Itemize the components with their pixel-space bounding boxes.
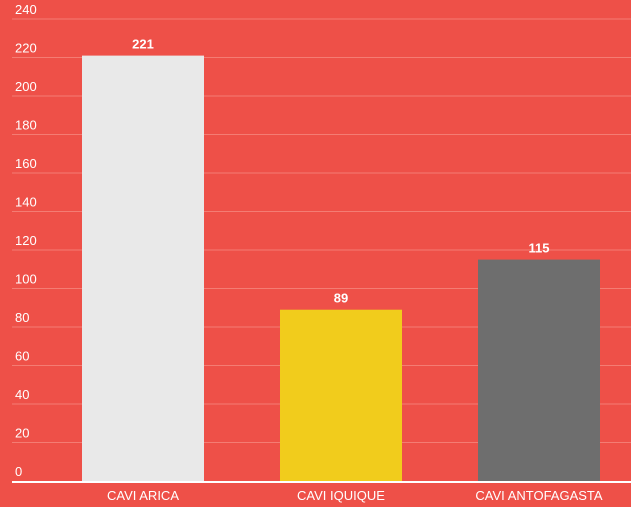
y-tick-label: 20 <box>15 426 29 441</box>
y-tick-label: 220 <box>15 41 37 56</box>
data-label: 115 <box>529 241 550 256</box>
y-tick-label: 160 <box>15 156 37 171</box>
y-tick-label: 40 <box>15 387 29 402</box>
y-tick-label: 240 <box>15 2 37 17</box>
x-tick-label: CAVI ANTOFAGASTA <box>475 488 602 503</box>
y-tick-label: 200 <box>15 79 37 94</box>
y-axis-tick-labels: 0 20 40 60 80 100 120 140 160 180 200 220 240 <box>15 2 37 479</box>
y-tick-label: 180 <box>15 118 37 133</box>
data-label: 221 <box>132 37 154 52</box>
y-tick-label: 60 <box>15 349 29 364</box>
data-label: 89 <box>334 291 348 306</box>
data-labels: 221 89 115 <box>132 37 549 306</box>
y-tick-label: 120 <box>15 233 37 248</box>
y-tick-label: 0 <box>15 464 22 479</box>
x-tick-label: CAVI IQUIQUE <box>297 488 385 503</box>
y-tick-label: 100 <box>15 272 37 287</box>
x-tick-label: CAVI ARICA <box>107 488 179 503</box>
y-tick-label: 80 <box>15 310 29 325</box>
x-axis-tick-labels: CAVI ARICA CAVI IQUIQUE CAVI ANTOFAGASTA <box>107 488 603 503</box>
bars <box>82 55 600 481</box>
y-tick-label: 140 <box>15 195 37 210</box>
bar-cavi-iquique <box>280 309 402 481</box>
bar-cavi-antofagasta <box>478 259 600 481</box>
bar-cavi-arica <box>82 55 204 481</box>
